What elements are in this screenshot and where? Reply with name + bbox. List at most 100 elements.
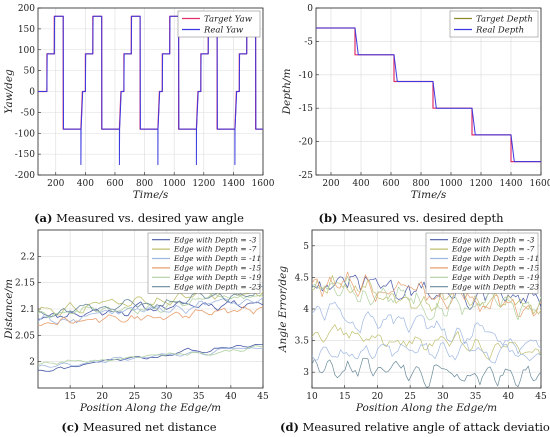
caption-b-text: Measured vs. desired depth [341, 211, 504, 225]
legend-box [147, 232, 261, 294]
y-axis-label: Angle Error/deg [277, 266, 289, 353]
series-angle-5 [312, 357, 541, 388]
legend-box [449, 10, 539, 38]
x-tick-label: 10 [306, 392, 318, 402]
y-tick-label: -5 [304, 37, 313, 47]
series-distance-lower-2 [38, 345, 263, 365]
x-tick-label: 20 [97, 392, 109, 402]
y-axis-label: Yaw/deg [3, 69, 15, 114]
y-tick-label: 4.5 [295, 273, 310, 283]
legend-label: Edge with Depth = -11 [173, 254, 261, 263]
caption-d-tag: (d) [280, 420, 299, 434]
x-tick-label: 30 [437, 392, 449, 402]
legend-label: Edge with Depth = -23 [451, 282, 539, 291]
x-axis-label: Time/s [411, 189, 447, 201]
x-tick-label: 200 [322, 179, 339, 189]
caption-c-text: Measured net distance [82, 420, 217, 434]
series-distance-lower-1 [38, 347, 263, 368]
series-real-yaw [38, 15, 263, 166]
y-tick-label: -200 [15, 171, 35, 181]
y-tick-label: -100 [15, 129, 35, 139]
y-tick-label: -25 [299, 171, 314, 181]
x-tick-label: 400 [352, 179, 369, 189]
legend-label: Edge with Depth = -3 [451, 235, 535, 244]
x-axis-label: Time/s [133, 189, 169, 201]
y-tick-label: 100 [18, 46, 35, 56]
x-axis-label: Position Along the Edge/m [79, 402, 221, 414]
series-group [312, 271, 541, 388]
axes-frame [315, 7, 542, 176]
chart-depth: 200 400 600 800 1000 1200 1400 1600 -25 -20 -15 -10… [281, 4, 550, 201]
chart-distance: 15 20 25 30 35 40 45 2 2.05 2.1 2.15 2.2 Position Al… [3, 229, 269, 414]
x-tick-label: 40 [503, 392, 515, 402]
y-tick-label: 0 [307, 4, 313, 14]
legend-label: Edge with Depth = -19 [173, 273, 261, 282]
axes-frame [37, 229, 264, 389]
legend-label: Edge with Depth = -3 [173, 235, 257, 244]
x-tick-label: 45 [257, 392, 269, 402]
series-distance-5 [38, 286, 263, 317]
x-tick-label: 35 [193, 392, 205, 402]
caption-a-text: Measured vs. desired yaw angle [56, 211, 244, 225]
x-tick-label: 800 [412, 179, 429, 189]
legend-label: Target Depth [476, 14, 533, 24]
caption-b-tag: (b) [318, 211, 338, 225]
caption-d-text: Measured relative angle of attack deviat… [302, 420, 550, 434]
x-tick-label: 1000 [440, 179, 463, 189]
legend-label: Edge with Depth = -7 [173, 245, 257, 254]
chart-angle: 10 15 20 25 30 35 40 45 3 3.5 4 4.5 5 Position Along … [277, 229, 547, 414]
y-tick-label: 2.1 [21, 305, 35, 315]
legend-label: Edge with Depth = -19 [451, 273, 539, 282]
x-tick-label: 20 [372, 392, 384, 402]
y-tick-label: -50 [21, 108, 36, 118]
legend-box [177, 10, 261, 38]
x-tick-label: 800 [136, 179, 153, 189]
series-real-depth [316, 27, 541, 163]
y-tick-label: 200 [18, 4, 35, 14]
x-tick-label: 1400 [222, 179, 245, 189]
legend-label: Edge with Depth = -15 [451, 264, 539, 273]
legend-label: Edge with Depth = -7 [451, 245, 535, 254]
series-target-depth [316, 27, 541, 163]
x-tick-label: 45 [535, 392, 547, 402]
series-angle-4 [312, 276, 541, 321]
series-angle-3 [312, 271, 541, 317]
y-tick-label: 5 [303, 242, 309, 252]
y-tick-label: 150 [18, 25, 35, 35]
y-tick-label: 3.5 [295, 337, 310, 347]
legend-box [425, 232, 539, 294]
x-tick-label: 30 [161, 392, 173, 402]
y-tick-label: 4 [303, 305, 309, 315]
x-tick-label: 1200 [192, 179, 215, 189]
caption-c: (c) Measured net distance [8, 420, 270, 434]
legend-label: Real Depth [475, 25, 524, 35]
x-tick-label: 35 [470, 392, 482, 402]
axes-frame [311, 229, 542, 389]
x-tick-label: 15 [64, 392, 76, 402]
series-angle-1 [312, 275, 541, 315]
x-tick-label: 15 [339, 392, 351, 402]
series-distance-4 [38, 292, 263, 318]
x-tick-label: 1400 [500, 179, 523, 189]
chart-yaw: 200 400 600 800 1000 1200 1400 1600-200-150-100… [3, 4, 275, 201]
x-axis-label: Position Along the Edge/m [355, 402, 497, 414]
series-group [38, 15, 263, 166]
caption-a: (a) Measured vs. desired yaw angle [8, 211, 270, 225]
x-tick-label: 25 [129, 392, 141, 402]
y-tick-label: 0 [29, 88, 35, 98]
caption-d: (d) Measured relative angle of attack de… [280, 420, 550, 434]
series-angle-extra-1 [312, 341, 541, 364]
legend-label: Edge with Depth = -11 [451, 254, 539, 263]
y-tick-label: -15 [299, 104, 314, 114]
x-tick-label: 1600 [252, 179, 275, 189]
caption-c-tag: (c) [61, 420, 80, 434]
series-distance-0 [38, 300, 263, 320]
legend-label: Edge with Depth = -23 [173, 282, 261, 291]
x-tick-label: 200 [47, 179, 64, 189]
legend-label: Real Yaw [203, 25, 244, 35]
caption-a-tag: (a) [34, 211, 53, 225]
